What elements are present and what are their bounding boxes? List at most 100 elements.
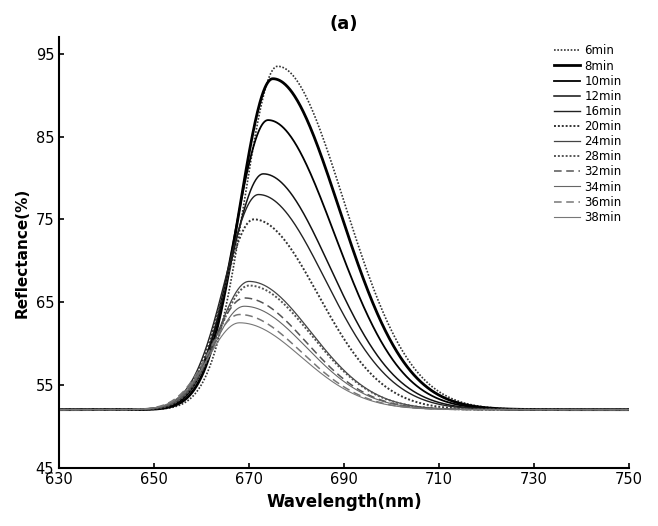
Y-axis label: Reflectance(%): Reflectance(%) (15, 187, 30, 318)
34min (113, 407, 121, 413)
Line: 32min: 32min (59, 298, 629, 410)
16min (625, 407, 633, 413)
Line: 8min: 8min (59, 79, 629, 410)
6min (625, 407, 633, 413)
Line: 36min: 36min (59, 315, 629, 410)
28min (307, 331, 315, 337)
24min (113, 407, 121, 413)
10min (500, 406, 508, 412)
38min (625, 407, 633, 413)
20min (249, 216, 257, 222)
28min (500, 407, 508, 413)
6min (55, 407, 63, 413)
10min (55, 407, 63, 413)
34min (625, 407, 633, 413)
12min (625, 407, 633, 413)
8min (447, 397, 455, 403)
36min (236, 311, 244, 318)
32min (307, 344, 315, 350)
16min (255, 191, 263, 198)
32min (113, 407, 121, 413)
12min (511, 406, 519, 412)
10min (447, 400, 455, 406)
Title: (a): (a) (330, 15, 358, 33)
12min (307, 224, 315, 230)
6min (274, 63, 282, 69)
10min (286, 133, 294, 139)
36min (447, 406, 455, 412)
Line: 20min: 20min (59, 219, 629, 410)
Line: 10min: 10min (59, 120, 629, 410)
6min (447, 395, 455, 401)
16min (500, 406, 508, 412)
6min (500, 406, 508, 412)
28min (625, 407, 633, 413)
12min (113, 407, 121, 413)
20min (307, 278, 315, 285)
32min (500, 407, 508, 413)
10min (625, 407, 633, 413)
12min (447, 402, 455, 408)
28min (113, 407, 121, 413)
16min (447, 403, 455, 410)
20min (511, 407, 519, 413)
38min (447, 406, 455, 412)
28min (447, 406, 455, 412)
20min (500, 407, 508, 413)
24min (55, 407, 63, 413)
X-axis label: Wavelength(nm): Wavelength(nm) (266, 493, 422, 511)
38min (286, 345, 294, 351)
34min (447, 406, 455, 412)
16min (113, 407, 121, 413)
24min (307, 329, 315, 335)
34min (511, 407, 519, 413)
28min (511, 407, 519, 413)
6min (113, 407, 121, 413)
36min (511, 407, 519, 413)
36min (286, 338, 294, 345)
24min (245, 278, 253, 285)
Line: 28min: 28min (59, 286, 629, 410)
10min (511, 406, 519, 412)
8min (269, 76, 277, 82)
36min (625, 407, 633, 413)
12min (286, 189, 294, 196)
10min (307, 171, 315, 177)
34min (55, 407, 63, 413)
Line: 12min: 12min (59, 174, 629, 410)
6min (307, 103, 315, 109)
36min (307, 358, 315, 364)
32min (447, 406, 455, 412)
38min (236, 320, 244, 326)
Line: 38min: 38min (59, 323, 629, 410)
24min (511, 407, 519, 413)
Legend: 6min, 8min, 10min, 12min, 16min, 20min, 24min, 28min, 32min, 34min, 36min, 38min: 6min, 8min, 10min, 12min, 16min, 20min, … (549, 39, 626, 228)
8min (113, 407, 121, 413)
20min (113, 407, 121, 413)
28min (286, 307, 294, 313)
38min (55, 407, 63, 413)
Line: 24min: 24min (59, 281, 629, 410)
8min (307, 125, 315, 132)
24min (625, 407, 633, 413)
8min (286, 87, 294, 93)
Line: 34min: 34min (59, 306, 629, 410)
20min (286, 245, 294, 251)
34min (307, 348, 315, 355)
6min (511, 406, 519, 412)
20min (447, 405, 455, 411)
36min (113, 407, 121, 413)
8min (511, 406, 519, 412)
38min (511, 407, 519, 413)
32min (241, 295, 249, 301)
38min (500, 407, 508, 413)
28min (245, 282, 253, 289)
8min (500, 406, 508, 412)
32min (55, 407, 63, 413)
38min (113, 407, 121, 413)
12min (55, 407, 63, 413)
Line: 6min: 6min (59, 66, 629, 410)
10min (264, 117, 272, 123)
16min (307, 248, 315, 255)
38min (307, 362, 315, 368)
